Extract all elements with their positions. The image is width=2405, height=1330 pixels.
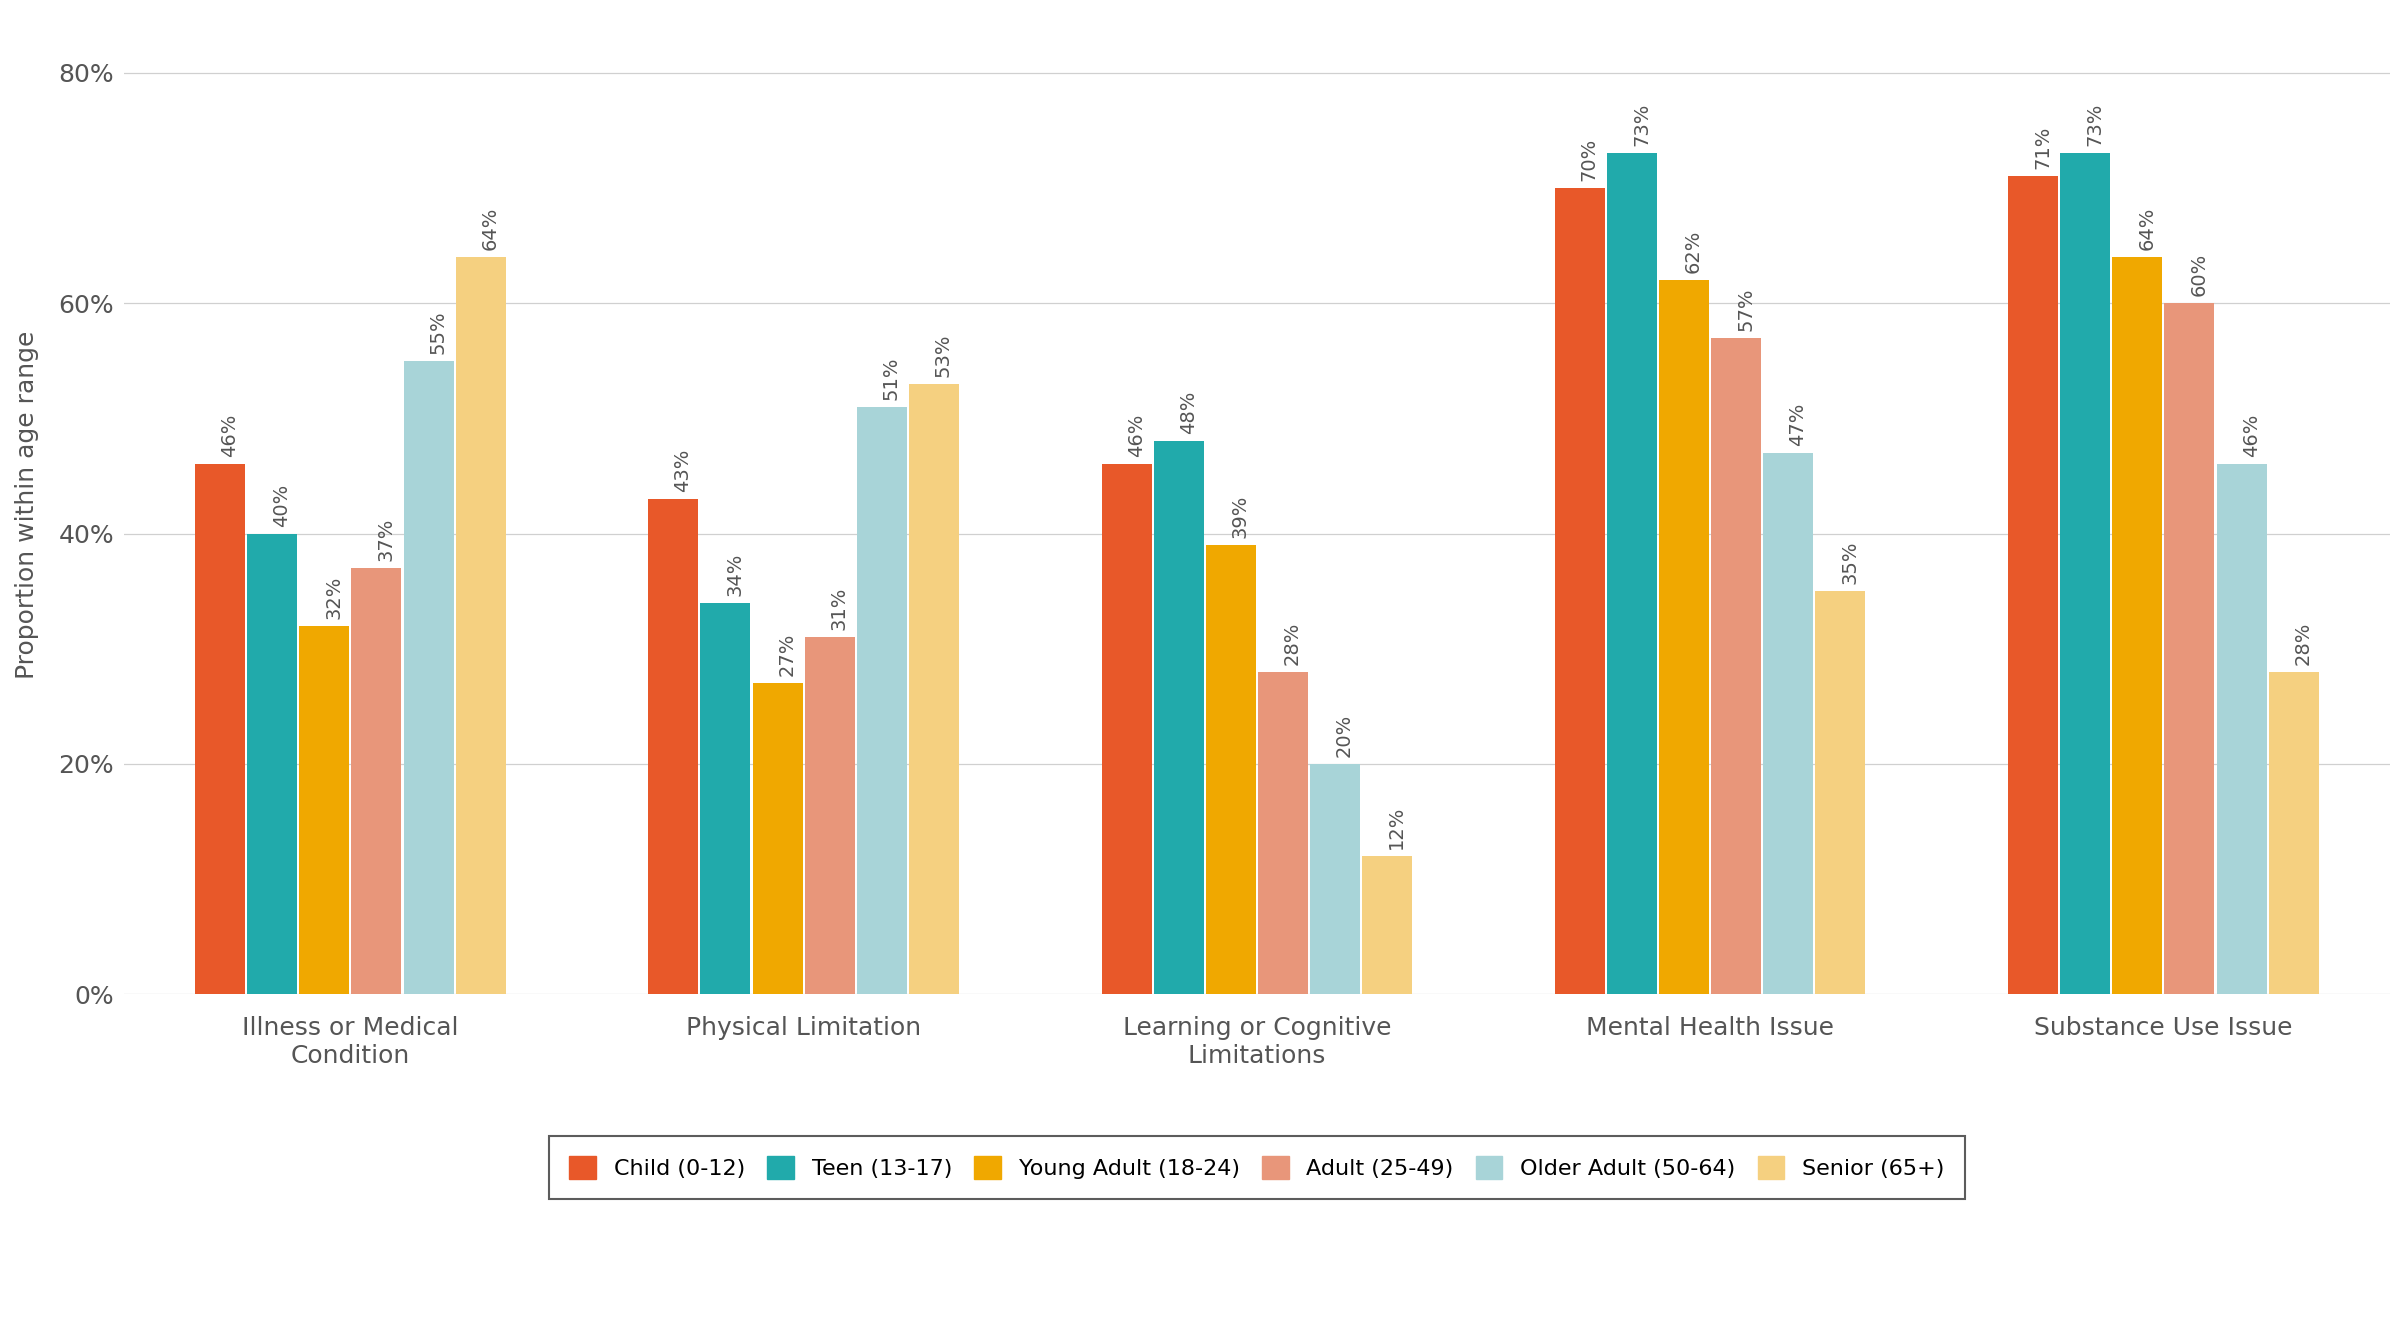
Text: 73%: 73% [2085,102,2104,146]
Bar [1361,857,1412,995]
Text: 46%: 46% [1126,414,1145,458]
Text: 55%: 55% [428,310,447,354]
Bar [1205,545,1255,995]
Bar [856,407,907,995]
Text: 73%: 73% [1633,102,1650,146]
Y-axis label: Proportion within age range: Proportion within age range [14,331,38,678]
Text: 35%: 35% [1840,541,1859,584]
Bar [2008,177,2059,995]
Text: 70%: 70% [1580,138,1599,181]
Bar [1763,452,1813,995]
Bar [195,464,245,995]
Text: 46%: 46% [2241,414,2261,458]
Text: 71%: 71% [2032,126,2051,169]
Bar [298,625,349,995]
Bar [2112,257,2162,995]
Bar [2164,303,2215,995]
Text: 31%: 31% [830,587,849,630]
Text: 57%: 57% [1736,287,1756,331]
Text: 20%: 20% [1335,714,1354,757]
Bar [2268,672,2318,995]
Bar [1607,153,1657,995]
Text: 48%: 48% [1178,391,1198,435]
Text: 12%: 12% [1388,806,1407,850]
Bar [1258,672,1308,995]
Bar [806,637,854,995]
Text: 27%: 27% [777,633,796,677]
Text: 28%: 28% [1282,621,1301,665]
Text: 64%: 64% [2138,206,2157,250]
Bar [1154,442,1205,995]
Bar [2217,464,2266,995]
Bar [753,684,803,995]
Text: 37%: 37% [378,517,394,561]
Text: 34%: 34% [726,552,746,596]
Bar [1659,281,1710,995]
Bar [649,499,697,995]
Text: 32%: 32% [325,576,344,618]
Bar [2061,153,2109,995]
Bar [1712,338,1760,995]
Bar [351,568,402,995]
Bar [455,257,505,995]
Bar [1554,188,1604,995]
Text: 64%: 64% [481,206,500,250]
Bar [404,360,455,995]
Bar [1816,591,1866,995]
Text: 47%: 47% [1789,403,1806,446]
Bar [248,533,298,995]
Bar [909,384,960,995]
Text: 43%: 43% [673,448,693,492]
Bar [1311,763,1361,995]
Text: 46%: 46% [221,414,238,458]
Text: 51%: 51% [883,356,902,400]
Text: 62%: 62% [1684,230,1703,273]
Text: 39%: 39% [1231,495,1251,539]
Legend: Child (0-12), Teen (13-17), Young Adult (18-24), Adult (25-49), Older Adult (50-: Child (0-12), Teen (13-17), Young Adult … [548,1136,1965,1198]
Text: 60%: 60% [2189,253,2208,297]
Bar [1101,464,1152,995]
Bar [700,602,750,995]
Text: 53%: 53% [933,334,952,376]
Text: 40%: 40% [272,483,291,527]
Text: 28%: 28% [2294,621,2314,665]
